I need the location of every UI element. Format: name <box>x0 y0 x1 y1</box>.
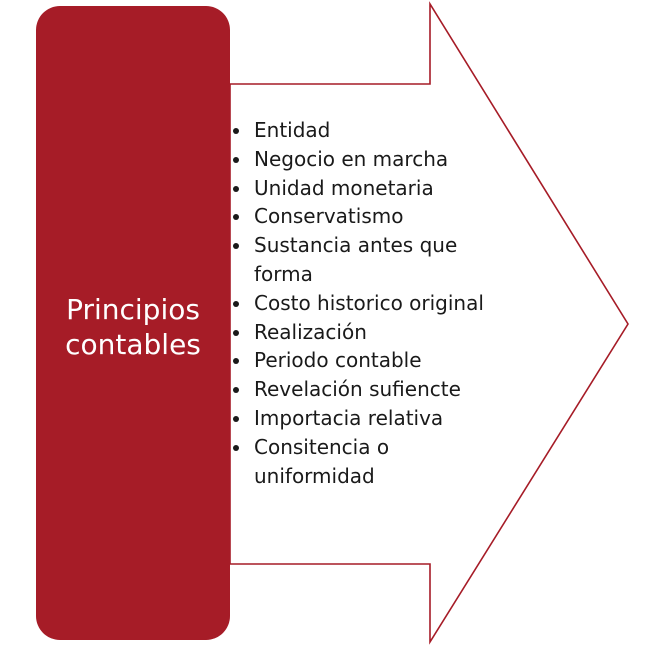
list-item-label: Unidad monetaria <box>254 175 434 200</box>
bullet-dot-icon <box>233 243 239 250</box>
bullet-dot-icon <box>233 358 239 365</box>
list-item: Costo historico original <box>232 289 492 318</box>
list-item: Realización <box>232 318 492 347</box>
list-item: Negocio en marcha <box>232 145 492 174</box>
bullet-dot-icon <box>233 214 239 221</box>
list-item-label: Periodo contable <box>254 348 422 373</box>
list-item: Revelación sufiencte <box>232 375 492 404</box>
list-item: Entidad <box>232 116 492 145</box>
principles-list: Entidad Negocio en marcha Unidad monetar… <box>232 116 492 490</box>
list-item: Conservatismo <box>232 202 492 231</box>
bullet-dot-icon <box>233 444 239 451</box>
list-item-label: Importacia relativa <box>254 405 444 430</box>
bullet-dot-icon <box>233 387 239 394</box>
diagram-title: Principios contables <box>65 293 201 361</box>
list-item: Sustancia antes que forma <box>232 231 492 289</box>
bullet-dot-icon <box>233 156 239 163</box>
bullet-dot-icon <box>233 300 239 307</box>
bullet-dot-icon <box>233 128 239 134</box>
list-item-label: Conservatismo <box>254 204 404 229</box>
list-item-label: Entidad <box>254 118 331 142</box>
bullet-dot-icon <box>233 185 239 192</box>
list-item-label: Consitencia o uniformidad <box>254 434 390 488</box>
list-item-label: Costo historico original <box>254 290 484 315</box>
list-item-label: Revelación sufiencte <box>254 377 461 402</box>
title-box: Principios contables <box>36 6 230 640</box>
bullet-dot-icon <box>233 329 239 336</box>
list-item-label: Realización <box>254 319 367 344</box>
arrow-outline <box>229 1 629 645</box>
bullet-dot-icon <box>233 415 239 422</box>
list-item: Consitencia o uniformidad <box>232 433 492 491</box>
list-item-label: Sustancia antes que forma <box>254 233 458 286</box>
list-item: Importacia relativa <box>232 404 492 433</box>
list-item: Periodo contable <box>232 346 492 375</box>
list-item: Unidad monetaria <box>232 174 492 203</box>
list-item-label: Negocio en marcha <box>254 146 449 171</box>
